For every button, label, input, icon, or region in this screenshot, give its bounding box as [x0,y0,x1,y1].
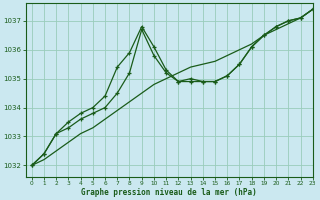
X-axis label: Graphe pression niveau de la mer (hPa): Graphe pression niveau de la mer (hPa) [81,188,257,197]
